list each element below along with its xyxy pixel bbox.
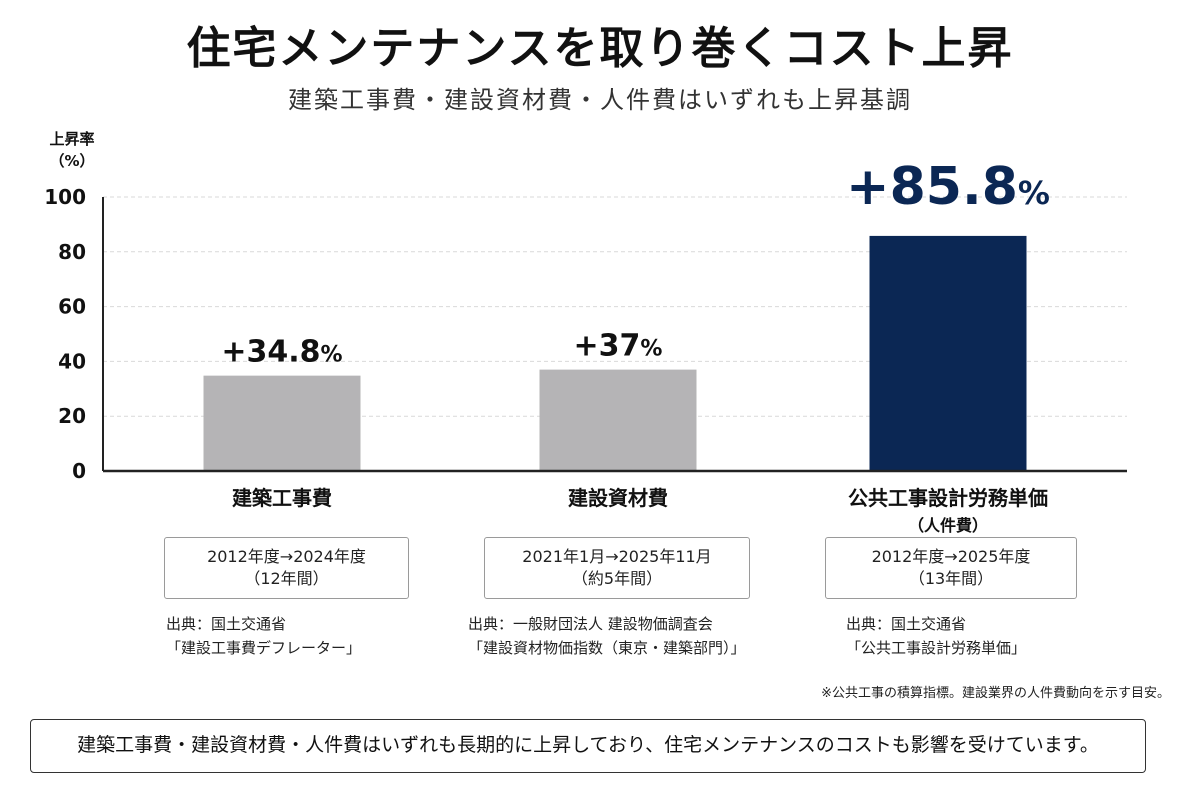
footnote: ※公共工事の積算指標。建設業界の人件費動向を示す目安。 [821,686,1170,701]
period-range: 2021年1月→2025年11月 [522,547,712,566]
source-title: 「建設資材物価指数（東京・建築部門）」 [468,639,746,657]
period-duration: （12年間） [244,569,329,588]
summary-box: 建築工事費・建設資材費・人件費はいずれも長期的に上昇しており、住宅メンテナンスの… [30,719,1146,773]
page-title: 住宅メンテナンスを取り巻くコスト上昇 [186,23,1014,74]
y-axis-label-line2: （%） [49,152,95,170]
category-label: 公共工事設計労務単価 [848,486,1048,510]
source-publisher: 出典：国土交通省 [166,615,287,633]
y-axis-label: 上昇率 （%） [40,128,104,172]
y-tick-label: 40 [58,349,86,373]
period-duration: （約5年間） [571,569,663,588]
category-label: 建設資材費 [568,486,668,510]
bar-chart: 0 20 40 60 80 100 +34.8% +37% +85.8% [44,157,1127,483]
source-citation: 出典：国土交通省 「公共工事設計労務単価」 [846,612,1026,660]
source-title: 「建設工事費デフレーター」 [166,639,362,657]
y-tick-label: 20 [58,404,86,428]
period-box: 2012年度→2025年度 （13年間） [825,537,1077,599]
period-range: 2012年度→2024年度 [207,547,366,566]
bar [203,375,361,471]
data-label: +85.8% [846,157,1050,217]
y-axis-label-line1: 上昇率 [49,130,95,148]
period-box: 2012年度→2024年度 （12年間） [164,537,409,599]
y-tick-label: 60 [58,295,86,319]
source-publisher: 出典：国土交通省 [846,615,967,633]
source-citation: 出典：一般財団法人 建設物価調査会 「建設資材物価指数（東京・建築部門）」 [468,612,746,660]
page-subtitle: 建築工事費・建設資材費・人件費はいずれも上昇基調 [288,86,912,114]
data-label: +34.8% [221,335,342,370]
bar [539,369,697,471]
period-range: 2012年度→2025年度 [871,547,1031,566]
source-publisher: 出典：一般財団法人 建設物価調査会 [468,615,713,633]
source-citation: 出典：国土交通省 「建設工事費デフレーター」 [166,612,361,660]
category-sublabel: （人件費） [907,516,988,535]
y-tick-label: 100 [44,185,86,209]
period-box: 2021年1月→2025年11月 （約5年間） [484,537,750,599]
source-title: 「公共工事設計労務単価」 [846,639,1027,657]
period-duration: （13年間） [908,569,994,588]
category-label: 建築工事費 [232,486,332,510]
y-tick-label: 80 [58,240,86,264]
bar [869,235,1027,471]
y-tick-label: 0 [72,459,86,483]
data-label: +37% [574,329,663,364]
